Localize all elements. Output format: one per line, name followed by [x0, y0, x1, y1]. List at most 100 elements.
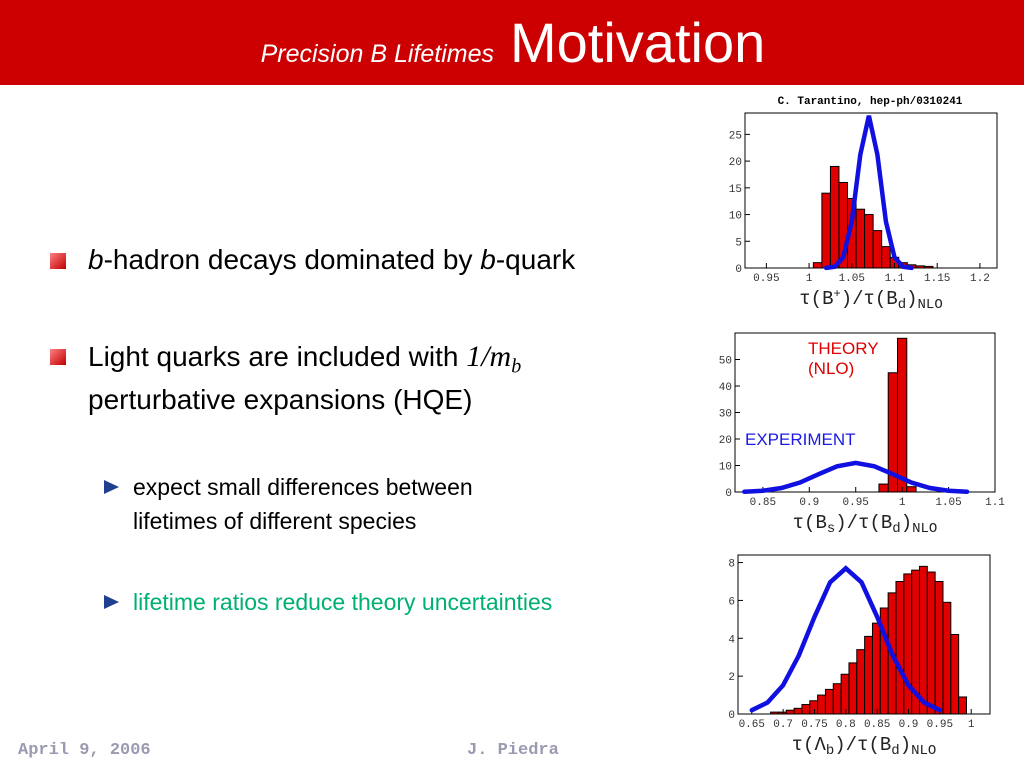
x-tick-label: 0.95 [843, 497, 869, 509]
x-axis-label-part: ) [900, 734, 911, 756]
bar [864, 214, 874, 269]
text: lifetime ratios reduce theory uncertaint… [133, 589, 553, 615]
x-axis-label: τ(B+)/τ(Bd)NLO [799, 287, 942, 313]
bullet-continuation: perturbative expansions (HQE) [88, 384, 473, 415]
bar [801, 704, 811, 715]
x-tick-label: 0.9 [899, 719, 919, 731]
annotation: THEORY [808, 339, 879, 358]
x-tick-label: 1 [968, 719, 975, 731]
bar [878, 483, 889, 493]
bar [903, 573, 913, 715]
fit-curve [742, 460, 970, 494]
footer-author: J. Piedra [467, 741, 559, 760]
annotation: (NLO) [808, 359, 854, 378]
y-tick-label: 20 [729, 157, 742, 169]
bar [881, 246, 891, 269]
text: lifetimes of different species [133, 508, 417, 534]
x-axis-label-part: NLO [911, 743, 936, 759]
x-tick-label: 0.9 [799, 497, 819, 509]
bullet: Light quarks are included with 1/mb [88, 340, 521, 379]
text: 1/m [466, 340, 512, 373]
title: Motivation [510, 11, 766, 74]
x-tick-label: 0.85 [864, 719, 890, 731]
x-axis-label-part: )/τ(B [835, 512, 892, 534]
footer-date: April 9, 2006 [18, 741, 151, 760]
bar [793, 707, 803, 715]
x-tick-label: 0.95 [927, 719, 953, 731]
x-tick-label: 0.85 [750, 497, 776, 509]
bar [950, 634, 960, 715]
y-tick-label: 40 [719, 382, 732, 394]
annotation: EXPERIMENT [745, 430, 856, 449]
bar [915, 265, 925, 269]
x-axis-label-part: d [898, 297, 906, 313]
y-tick-label: 4 [728, 634, 735, 646]
y-tick-label: 25 [729, 130, 742, 142]
x-tick-label: 0.8 [836, 719, 856, 731]
x-axis-label: τ(Λb)/τ(Bd)NLO [792, 734, 937, 759]
x-axis-label-part: τ(Λ [792, 734, 827, 756]
sub-bullet-marker [104, 480, 119, 494]
x-tick-label: 1 [899, 497, 906, 509]
bar [812, 262, 823, 269]
x-tick-label: 1.1 [885, 273, 905, 285]
bar [817, 694, 826, 715]
bar [918, 565, 928, 715]
y-tick-label: 0 [725, 488, 732, 500]
y-tick-label: 10 [719, 462, 732, 474]
bar [809, 700, 819, 715]
y-tick-label: 5 [735, 237, 742, 249]
title-band [0, 0, 1024, 85]
x-axis-label-part: s [827, 521, 835, 537]
bar [871, 622, 881, 715]
sub-bullet-marker [104, 595, 119, 609]
bar [864, 635, 873, 715]
x-tick-label: 1.2 [970, 273, 990, 285]
bar [829, 165, 840, 269]
fit-curve [823, 115, 914, 271]
x-axis-label-part: b [826, 743, 834, 759]
x-tick-label: 1.1 [985, 497, 1005, 509]
x-tick-label: 0.95 [753, 273, 779, 285]
x-tick-label: 0.65 [739, 719, 765, 731]
y-tick-label: 8 [728, 559, 735, 571]
x-tick-label: 0.75 [801, 719, 827, 731]
bar [832, 683, 842, 715]
bullet: b-hadron decays dominated by b-quark [88, 244, 575, 276]
x-axis-label-part: τ(B [793, 512, 827, 534]
sub-bullet: expect small differences between lifetime… [133, 470, 473, 538]
y-tick-label: 20 [719, 435, 732, 447]
bar [848, 662, 858, 715]
bar [958, 696, 967, 715]
bar [856, 649, 866, 715]
bar [785, 709, 795, 715]
bar [824, 688, 834, 715]
text: b [88, 244, 104, 275]
sub-bullet: lifetime ratios reduce theory uncertaint… [133, 585, 552, 619]
x-axis-label-part: d [891, 743, 899, 759]
text: b [511, 355, 522, 378]
y-tick-label: 10 [729, 211, 742, 223]
x-axis-label: τ(Bs)/τ(Bd)NLO [793, 512, 938, 537]
y-tick-label: 0 [735, 264, 742, 276]
y-tick-label: 30 [719, 409, 732, 421]
x-axis-label-part: + [833, 287, 840, 301]
y-tick-label: 2 [728, 672, 735, 684]
text: b [480, 244, 496, 275]
bar [855, 208, 866, 269]
x-axis-label-part: NLO [912, 521, 937, 537]
x-tick-label: 1.05 [839, 273, 865, 285]
citation: C. Tarantino, hep-ph/0310241 [778, 96, 963, 108]
fit-curve [749, 565, 943, 713]
x-axis-label-part: NLO [918, 297, 943, 313]
bar [906, 486, 917, 493]
bar [897, 337, 908, 493]
x-axis-label-part: ) [906, 288, 917, 310]
bullet-marker [50, 253, 66, 269]
x-tick-label: 1 [806, 273, 813, 285]
bar [934, 581, 944, 715]
bar [821, 192, 831, 269]
y-tick-label: 15 [729, 184, 742, 196]
